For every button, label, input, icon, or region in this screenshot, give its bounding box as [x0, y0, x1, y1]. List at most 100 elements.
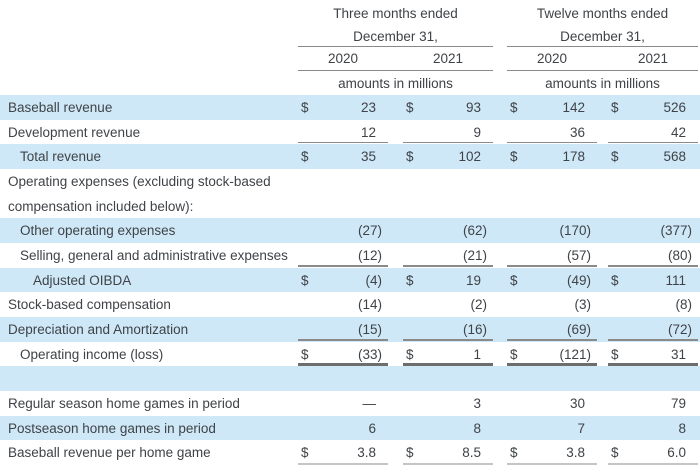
- value-cell: [298, 366, 388, 391]
- cell-value: (72): [667, 321, 692, 337]
- value-cell: [298, 169, 388, 194]
- cell-value: (33): [357, 346, 382, 362]
- cell-value: 9: [473, 124, 481, 140]
- value-cell: $1: [403, 342, 493, 367]
- value-cell: $8.5: [403, 440, 493, 465]
- dollar-sign: $: [406, 99, 414, 115]
- row-label: Adjusted OIBDA: [33, 272, 132, 288]
- value-cell: 36: [507, 120, 597, 145]
- value-cell: $568: [608, 144, 698, 169]
- year-column-header: 2020: [327, 51, 359, 66]
- cell-value: (21): [462, 247, 487, 263]
- value-cell: $3.8: [298, 440, 388, 465]
- cell-value: 30: [569, 395, 585, 411]
- value-cell: [608, 169, 698, 194]
- value-cell: [608, 366, 698, 391]
- value-cell: $178: [507, 144, 597, 169]
- value-cell: $35: [298, 144, 388, 169]
- cell-value: 42: [670, 124, 686, 140]
- cell-value: 3.8: [566, 445, 585, 461]
- cell-value: 111: [665, 272, 686, 288]
- row-label: [0, 366, 298, 391]
- row-label: compensation included below):: [8, 198, 194, 214]
- table-row: Operating income (loss) $ (33) $1 $ (121) $31: [0, 341, 700, 367]
- cell-value: (80): [667, 247, 692, 263]
- dollar-sign: $: [406, 149, 414, 165]
- dollar-sign: $: [510, 272, 518, 288]
- cell-value: (377): [660, 223, 692, 239]
- dollar-sign: $: [611, 445, 619, 461]
- value-cell: $3.8: [507, 440, 597, 465]
- cell-value: 23: [360, 99, 376, 115]
- cell-value: (3): [574, 297, 592, 313]
- units-label: amounts in millions: [545, 76, 660, 91]
- value-cell: (377): [608, 218, 698, 243]
- cell-value: (121): [559, 346, 591, 362]
- cell-value: 12: [360, 124, 376, 140]
- table-row: Regular season home games in period — 3 30 7…: [0, 391, 700, 416]
- period-label: Twelve months ended: [536, 5, 669, 21]
- value-cell: $6.0: [608, 440, 698, 465]
- cell-value: 19: [465, 272, 481, 288]
- cell-value: (8): [675, 297, 693, 313]
- value-cell: 9: [403, 120, 493, 145]
- cell-value: 8: [473, 420, 481, 436]
- table-row: compensation included below):: [0, 193, 700, 219]
- units-label: amounts in millions: [338, 76, 453, 91]
- value-cell: (62): [403, 218, 493, 243]
- value-cell: 8: [608, 416, 698, 441]
- table-row: Other operating expenses (27) (62) (170) (37…: [0, 218, 700, 244]
- year-columns: 2020 2021: [298, 47, 493, 71]
- cell-value: 568: [663, 149, 686, 165]
- cell-value: (69): [566, 321, 591, 337]
- value-cell: (3): [507, 292, 597, 317]
- cell-value: 35: [360, 149, 376, 165]
- table-header: Three months ended December 31, 2020 202…: [0, 0, 700, 95]
- period-date-label: December 31,: [298, 26, 493, 47]
- value-cell: $ (33): [298, 342, 388, 367]
- dollar-sign: $: [510, 445, 518, 461]
- header-group-three-months: Three months ended December 31, 2020 202…: [298, 0, 493, 96]
- table-row: Development revenue 12 9 36 42: [0, 119, 700, 145]
- cell-value: (16): [462, 321, 487, 337]
- cell-value: (57): [566, 247, 591, 263]
- value-cell: 42: [608, 120, 698, 145]
- cell-value: 6: [368, 420, 376, 436]
- value-cell: (12): [298, 243, 388, 268]
- cell-value: 7: [577, 420, 585, 436]
- value-cell: [403, 366, 493, 391]
- value-cell: 3: [403, 391, 493, 416]
- value-cell: —: [298, 391, 388, 416]
- cell-value: 8.5: [462, 445, 481, 461]
- cell-value: —: [362, 395, 377, 411]
- row-label: Development revenue: [8, 124, 141, 140]
- value-cell: [507, 366, 597, 391]
- value-cell: $ (49): [507, 268, 597, 293]
- value-cell: [403, 169, 493, 194]
- row-label: Selling, general and administrative expe…: [20, 247, 288, 263]
- value-cell: 30: [507, 391, 597, 416]
- value-cell: 12: [298, 120, 388, 145]
- dollar-sign: $: [611, 149, 619, 165]
- dollar-sign: $: [510, 99, 518, 115]
- dollar-sign: $: [510, 149, 518, 165]
- row-label: Baseball revenue: [8, 99, 113, 115]
- dollar-sign: $: [406, 445, 414, 461]
- value-cell: $93: [403, 95, 493, 120]
- dollar-sign: $: [406, 272, 414, 288]
- cell-value: (49): [566, 272, 591, 288]
- cell-value: 102: [458, 149, 481, 165]
- dollar-sign: $: [611, 272, 619, 288]
- row-label: Regular season home games in period: [8, 395, 240, 411]
- value-cell: 6: [298, 416, 388, 441]
- row-label: Operating income (loss): [20, 346, 164, 362]
- cell-value: 8: [678, 420, 686, 436]
- table-row: Baseball revenue $23 $93 $142 $526: [0, 95, 700, 120]
- value-cell: (21): [403, 243, 493, 268]
- dollar-sign: $: [406, 346, 414, 362]
- cell-value: 36: [569, 124, 585, 140]
- cell-value: 31: [670, 346, 686, 362]
- value-cell: [403, 194, 493, 219]
- value-cell: 79: [608, 391, 698, 416]
- value-cell: [507, 169, 597, 194]
